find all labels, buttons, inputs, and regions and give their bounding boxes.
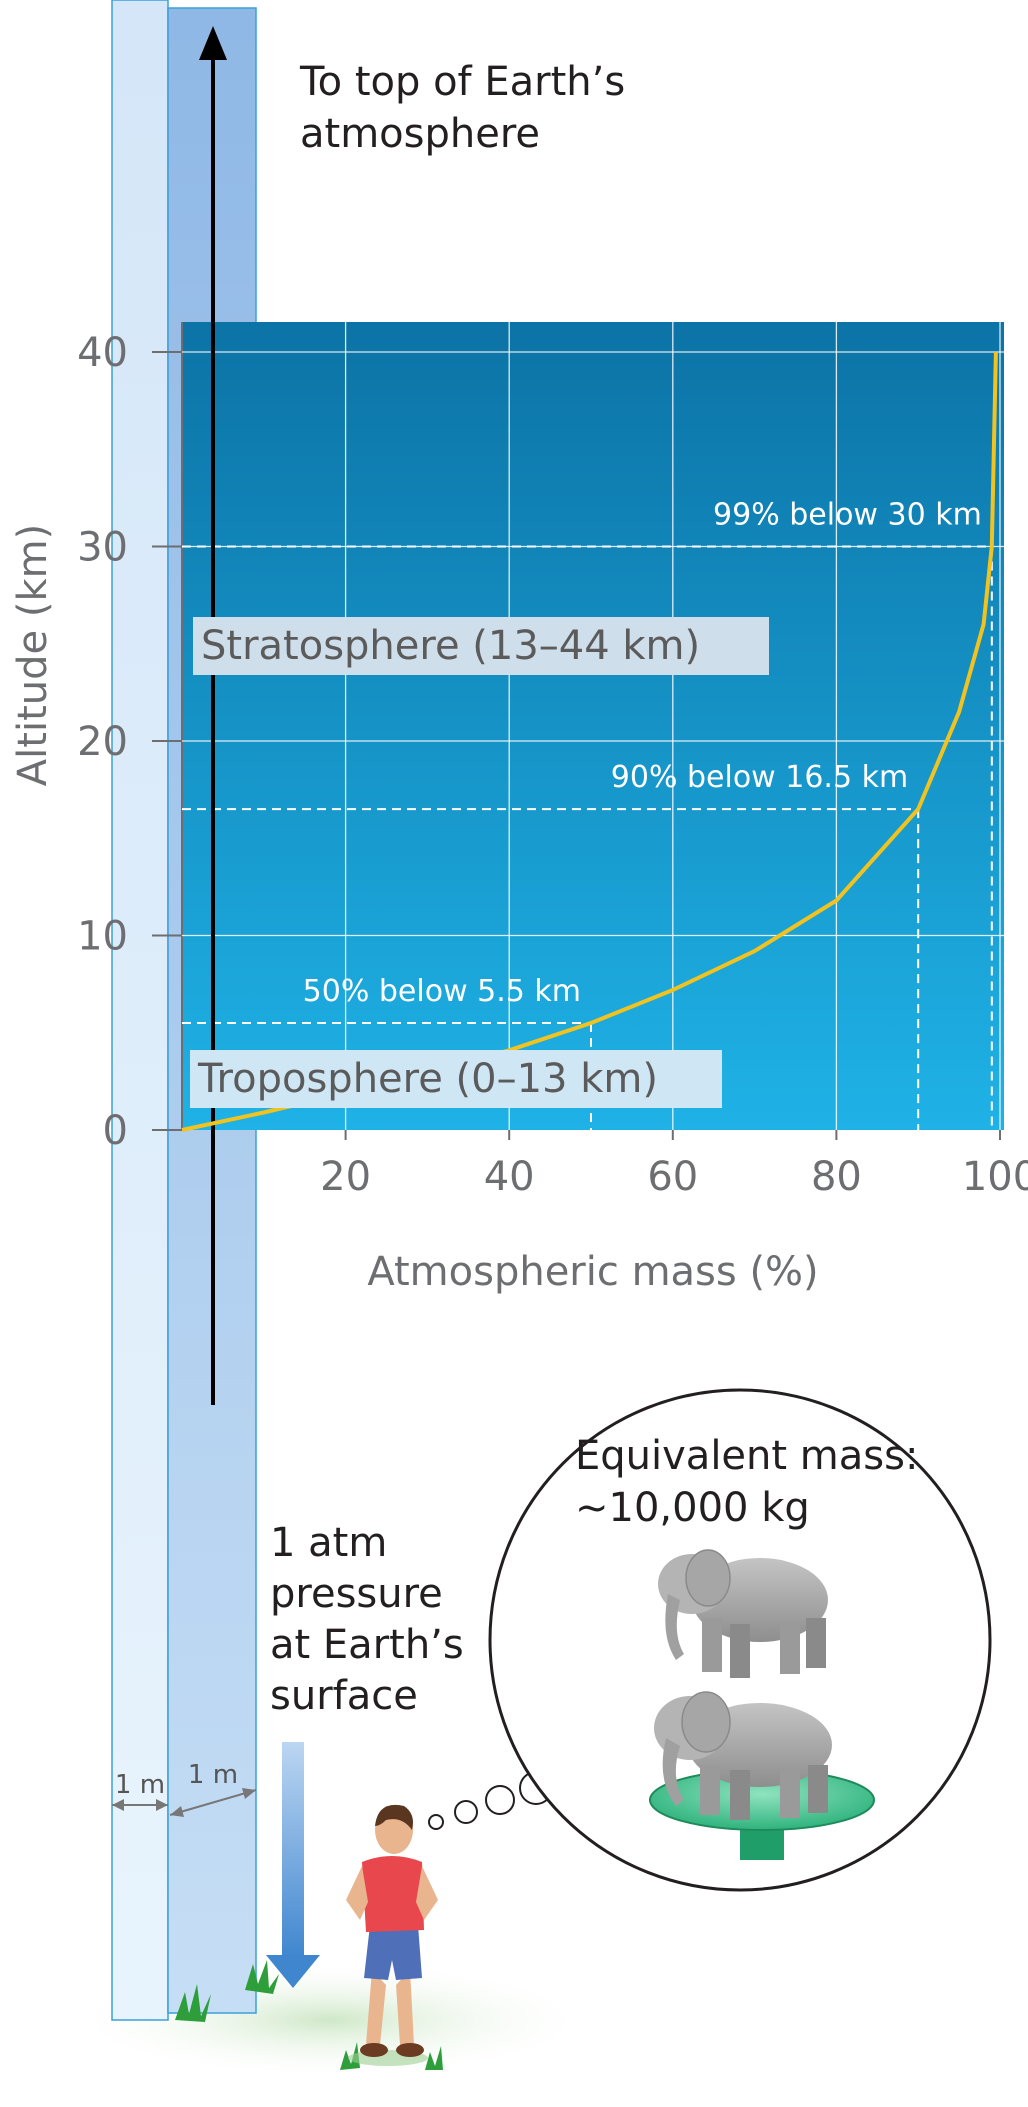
pressure-caption-line-4: surface bbox=[270, 1673, 418, 1719]
pressure-arrow bbox=[266, 1742, 320, 1988]
elephant-icon bbox=[654, 1549, 832, 1820]
person-icon bbox=[346, 1804, 438, 2066]
x-tick-label: 60 bbox=[647, 1154, 698, 1200]
x-tick-label: 100 bbox=[962, 1154, 1028, 1200]
pressure-caption: 1 atm pressure at Earth’s surface bbox=[270, 1518, 464, 1722]
y-tick-label: 20 bbox=[77, 719, 128, 765]
x-tick-label: 40 bbox=[484, 1154, 535, 1200]
y-tick-label: 30 bbox=[77, 525, 128, 571]
pressure-caption-line-1: 1 atm bbox=[270, 1520, 388, 1566]
annotation-label: 90% below 16.5 km bbox=[611, 760, 908, 795]
equivalent-mass-caption: Equivalent mass: ~10,000 kg bbox=[575, 1430, 918, 1534]
pressure-caption-line-2: pressure bbox=[270, 1571, 443, 1617]
top-of-atmosphere-caption-line-1: To top of Earth’s bbox=[300, 59, 626, 105]
troposphere-label: Troposphere (0–13 km) bbox=[190, 1050, 722, 1108]
top-of-atmosphere-caption: To top of Earth’s atmosphere bbox=[300, 56, 625, 160]
air-column-front bbox=[111, 0, 169, 2021]
y-axis-title: Altitude (km) bbox=[10, 524, 56, 786]
column-width-markers: 1 m 1 m bbox=[112, 1760, 257, 1817]
top-of-atmosphere-caption-line-2: atmosphere bbox=[300, 111, 540, 157]
altitude-arrow bbox=[199, 26, 227, 1405]
y-tick-label: 0 bbox=[103, 1108, 128, 1154]
annotation-label: 99% below 30 km bbox=[713, 498, 982, 533]
stratosphere-label: Stratosphere (13–44 km) bbox=[193, 617, 769, 675]
column-width-label-2: 1 m bbox=[188, 1760, 238, 1790]
grass-icon bbox=[175, 1960, 443, 2070]
x-axis-title: Atmospheric mass (%) bbox=[367, 1249, 818, 1295]
annotation-label: 50% below 5.5 km bbox=[303, 974, 581, 1009]
pressure-caption-line-3: at Earth’s bbox=[270, 1622, 464, 1668]
equivalent-mass-caption-line-2: ~10,000 kg bbox=[575, 1485, 810, 1531]
column-width-label-1: 1 m bbox=[115, 1770, 165, 1800]
y-tick-label: 40 bbox=[77, 330, 128, 376]
y-tick-label: 10 bbox=[77, 914, 128, 960]
x-tick-label: 80 bbox=[811, 1154, 862, 1200]
x-tick-label: 20 bbox=[320, 1154, 371, 1200]
equivalent-mass-caption-line-1: Equivalent mass: bbox=[575, 1433, 919, 1479]
plot-area bbox=[182, 322, 1004, 1130]
